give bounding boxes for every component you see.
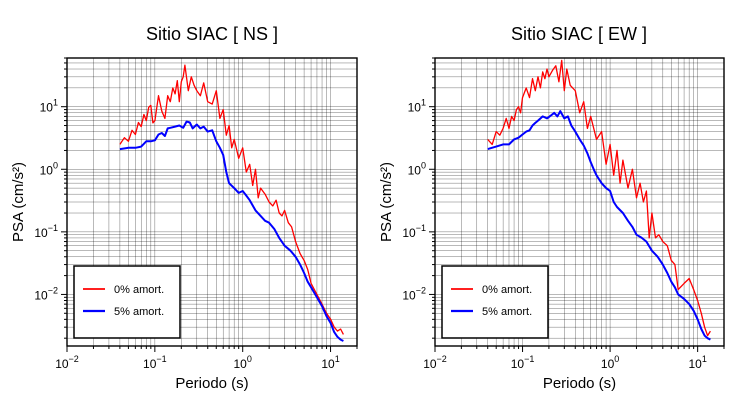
x-tick-label-exponent: 1 bbox=[335, 354, 340, 364]
y-tick-label: 10−2 bbox=[34, 285, 58, 302]
x-tick-label: 101 bbox=[321, 354, 339, 371]
y-axis-label: PSA (cm/s²) bbox=[10, 162, 27, 242]
y-tick-label: 100 bbox=[408, 160, 426, 177]
x-tick-label-base: 10 bbox=[511, 357, 525, 371]
x-tick-label: 10−1 bbox=[511, 354, 535, 371]
x-tick-label-exponent: 1 bbox=[702, 354, 707, 364]
legend-box bbox=[441, 265, 549, 339]
series-line-damping-0 bbox=[487, 59, 711, 337]
y-axis-label: PSA (cm/s²) bbox=[378, 162, 395, 242]
legend: 0% amort. 5% amort. bbox=[73, 265, 181, 339]
x-tick-label-base: 10 bbox=[234, 357, 248, 371]
x-tick-label-exponent: −2 bbox=[437, 354, 447, 364]
x-tick-label-base: 10 bbox=[688, 357, 702, 371]
x-tick-label: 10−2 bbox=[423, 354, 447, 371]
y-tick-label-exponent: 0 bbox=[53, 160, 58, 170]
y-tick-label-exponent: 0 bbox=[421, 160, 426, 170]
x-tick-label: 100 bbox=[601, 354, 619, 371]
x-tick-label-exponent: −1 bbox=[156, 354, 166, 364]
y-tick-label-base: 10 bbox=[402, 288, 416, 302]
axis-ticks bbox=[61, 57, 358, 352]
axis-ticks bbox=[429, 57, 725, 352]
y-tick-label-base: 10 bbox=[34, 226, 48, 240]
y-tick-label-base: 10 bbox=[408, 163, 422, 177]
y-tick-label: 101 bbox=[40, 98, 58, 115]
x-tick-label-base: 10 bbox=[321, 357, 335, 371]
y-tick-label-base: 10 bbox=[408, 101, 422, 115]
series-line-damping-5 bbox=[119, 120, 344, 342]
x-tick-label-exponent: 0 bbox=[614, 354, 619, 364]
x-tick-label: 10−2 bbox=[55, 354, 79, 371]
y-tick-label-exponent: 1 bbox=[421, 98, 426, 108]
y-tick-label-exponent: 1 bbox=[53, 98, 58, 108]
legend: 0% amort. 5% amort. bbox=[441, 265, 549, 339]
y-tick-label-exponent: −2 bbox=[48, 285, 58, 295]
x-axis-label: Periodo (s) bbox=[543, 375, 616, 392]
y-tick-label-base: 10 bbox=[402, 226, 416, 240]
y-tick-label: 10−1 bbox=[402, 223, 426, 240]
x-tick-label: 100 bbox=[234, 354, 252, 371]
y-tick-label-base: 10 bbox=[34, 288, 48, 302]
x-tick-label-base: 10 bbox=[423, 357, 437, 371]
x-tick-label: 101 bbox=[688, 354, 706, 371]
series-line-damping-5 bbox=[487, 110, 711, 341]
y-tick-label: 10−2 bbox=[402, 285, 426, 302]
y-tick-label-exponent: −1 bbox=[48, 223, 58, 233]
x-tick-label-base: 10 bbox=[143, 357, 157, 371]
x-tick-label-base: 10 bbox=[55, 357, 69, 371]
y-tick-label-exponent: −1 bbox=[416, 223, 426, 233]
chart-title: Sitio SIAC [ NS ] bbox=[146, 24, 278, 44]
y-tick-label: 100 bbox=[40, 160, 58, 177]
x-axis-label: Periodo (s) bbox=[175, 375, 248, 392]
legend-label-damping-0: 0% amort. bbox=[114, 284, 164, 296]
x-tick-label-exponent: −1 bbox=[524, 354, 534, 364]
y-tick-label-exponent: −2 bbox=[416, 285, 426, 295]
x-tick-label: 10−1 bbox=[143, 354, 167, 371]
chart-title: Sitio SIAC [ EW ] bbox=[511, 24, 647, 44]
x-tick-label-exponent: 0 bbox=[247, 354, 252, 364]
x-tick-label-exponent: −2 bbox=[69, 354, 79, 364]
legend-label-damping-0: 0% amort. bbox=[482, 284, 532, 296]
x-tick-label-base: 10 bbox=[601, 357, 615, 371]
y-tick-label-base: 10 bbox=[40, 163, 54, 177]
series-line-damping-0 bbox=[119, 64, 344, 335]
legend-label-damping-5: 5% amort. bbox=[114, 306, 164, 318]
y-tick-label-base: 10 bbox=[40, 101, 54, 115]
y-tick-label: 101 bbox=[408, 98, 426, 115]
legend-box bbox=[73, 265, 181, 339]
legend-label-damping-5: 5% amort. bbox=[482, 306, 532, 318]
y-tick-label: 10−1 bbox=[34, 223, 58, 240]
